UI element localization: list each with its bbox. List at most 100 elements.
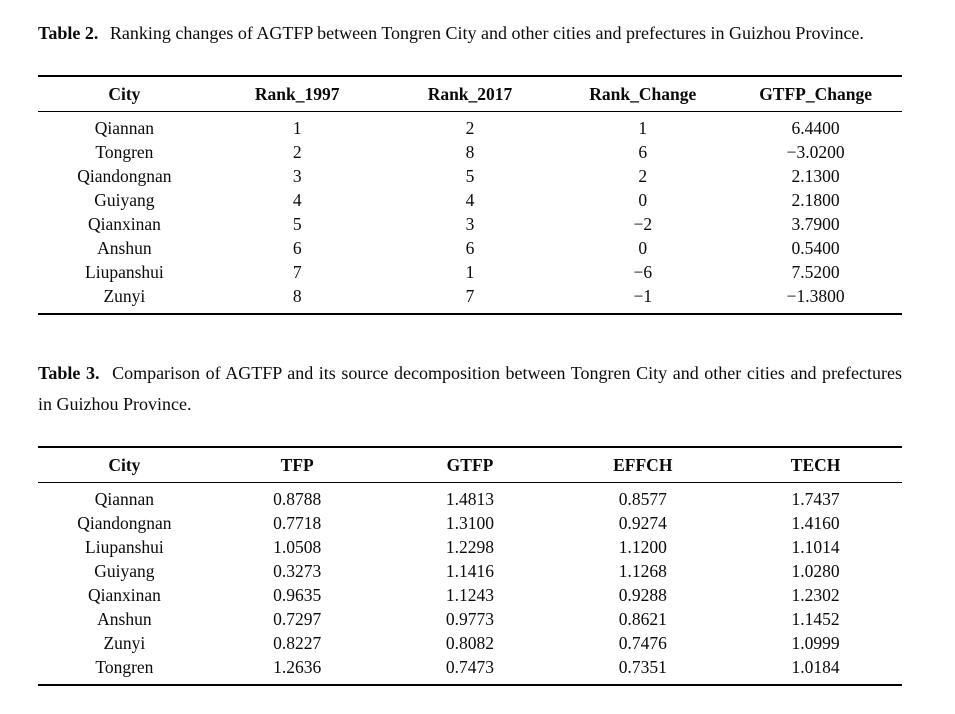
value-cell: 3 [465,214,475,234]
value-cell: 5 [465,166,475,186]
table-2: City Rank_1997 Rank_2017 Rank_Change GTFP_Ch… [38,75,902,315]
value-cell: 3.7900 [791,214,840,234]
value-cell: 6 [292,238,302,258]
city-cell: Tongren [95,142,154,162]
city-cell: Qiandongnan [77,166,172,186]
table-row: Qiannan 0.8788 1.4813 0.8577 1.7437 [38,483,902,512]
value-cell: 6 [465,238,475,258]
value-cell: 3 [292,166,302,186]
table-3-caption-text: Comparison of AGTFP and its source decom… [38,363,903,414]
value-cell: −1.3800 [786,286,845,306]
column-header: City [38,76,211,112]
table-row: Zunyi 8 7 −1 −1.3800 [38,284,902,314]
column-header: TECH [729,447,902,483]
value-cell: 8 [292,286,302,306]
table-row: Anshun 6 6 0 0.5400 [38,236,902,260]
city-cell: Qiannan [94,118,155,138]
table-row: Qiandongnan 0.7718 1.3100 0.9274 1.4160 [38,511,902,535]
table-3-caption: Table 3. Comparison of AGTFP and its sou… [38,358,902,420]
table-row: Tongren 2 8 6 −3.0200 [38,140,902,164]
table-3: City TFP GTFP EFFCH TECH Qiannan 0.8788 1.4813 0… [38,446,902,686]
value-cell: 1.1268 [618,561,667,581]
value-cell: 1.4160 [791,513,840,533]
column-header: Rank_Change [556,76,730,112]
value-cell: 6.4400 [791,118,840,138]
value-cell: 7 [292,262,302,282]
value-cell: 2.1800 [791,190,840,210]
value-cell: 0.7297 [273,609,322,629]
city-cell: Liupanshui [85,262,164,282]
column-header: GTFP [383,447,557,483]
column-header: Rank_2017 [383,76,557,112]
value-cell: 1.2298 [445,537,495,557]
value-cell: 0.8227 [273,633,322,653]
column-header: EFFCH [556,447,730,483]
table-row: Guiyang 4 4 0 2.1800 [38,188,902,212]
table-row: Liupanshui 1.0508 1.2298 1.1200 1.1014 [38,535,902,559]
table-2-caption-label: Table 2. [38,23,99,43]
city-cell: Qianxinan [87,214,161,234]
value-cell: 7.5200 [791,262,840,282]
value-cell: 0.8577 [618,489,667,509]
value-cell: 0 [638,238,648,258]
value-cell: 8 [465,142,475,162]
table-2-caption-text: Ranking changes of AGTFP between Tongren… [109,23,864,43]
city-cell: Liupanshui [85,537,164,557]
column-header: City [38,447,211,483]
value-cell: 2 [465,118,475,138]
header-row: City Rank_1997 Rank_2017 Rank_Change GTFP_Ch… [38,76,902,112]
value-cell: 0.9288 [618,585,667,605]
value-cell: 0.5400 [791,238,840,258]
value-cell: 1.4813 [445,489,495,509]
value-cell: 1 [638,118,648,138]
table-2-caption: Table 2. Ranking changes of AGTFP betwee… [38,18,902,49]
value-cell: 1.0280 [791,561,840,581]
value-cell: 1.1014 [791,537,840,557]
table-row: Guiyang 0.3273 1.1416 1.1268 1.0280 [38,559,902,583]
value-cell: 0.8788 [273,489,322,509]
table-3-caption-label: Table 3. [38,363,100,383]
value-cell: 0.7476 [618,633,667,653]
table-row: Zunyi 0.8227 0.8082 0.7476 1.0999 [38,631,902,655]
value-cell: 0.7473 [445,657,495,677]
city-cell: Qiannan [94,489,155,509]
value-cell: 4 [465,190,475,210]
city-cell: Zunyi [103,633,146,653]
value-cell: 2 [638,166,648,186]
city-cell: Tongren [95,657,154,677]
value-cell: 0.7351 [618,657,667,677]
value-cell: −3.0200 [786,142,845,162]
table-row: Qiandongnan 3 5 2 2.1300 [38,164,902,188]
value-cell: 1.3100 [445,513,495,533]
value-cell: 1 [465,262,475,282]
value-cell: 2 [292,142,302,162]
value-cell: 0.7718 [273,513,322,533]
value-cell: 1.0184 [791,657,840,677]
column-header: Rank_1997 [210,76,384,112]
value-cell: 0.8621 [618,609,667,629]
value-cell: 4 [292,190,302,210]
value-cell: 1.2302 [791,585,840,605]
value-cell: 1.0999 [791,633,840,653]
value-cell: 1.1416 [445,561,495,581]
table-row: Qianxinan 5 3 −2 3.7900 [38,212,902,236]
value-cell: 7 [465,286,475,306]
value-cell: 0.9635 [273,585,322,605]
table-3-section: Table 3. Comparison of AGTFP and its sou… [38,358,902,686]
city-cell: Guiyang [94,561,155,581]
value-cell: 1.7437 [791,489,840,509]
header-row: City TFP GTFP EFFCH TECH [38,447,902,483]
table-row: Anshun 0.7297 0.9773 0.8621 1.1452 [38,607,902,631]
city-cell: Anshun [97,238,152,258]
value-cell: 1.2636 [273,657,322,677]
column-header: GTFP_Change [729,76,902,112]
city-cell: Qianxinan [87,585,161,605]
value-cell: 1.1452 [791,609,840,629]
value-cell: 1 [292,118,302,138]
table-row: Qiannan 1 2 1 6.4400 [38,112,902,141]
value-cell: 1.1243 [445,585,495,605]
value-cell: 6 [638,142,648,162]
city-cell: Anshun [97,609,152,629]
value-cell: −6 [633,262,653,282]
